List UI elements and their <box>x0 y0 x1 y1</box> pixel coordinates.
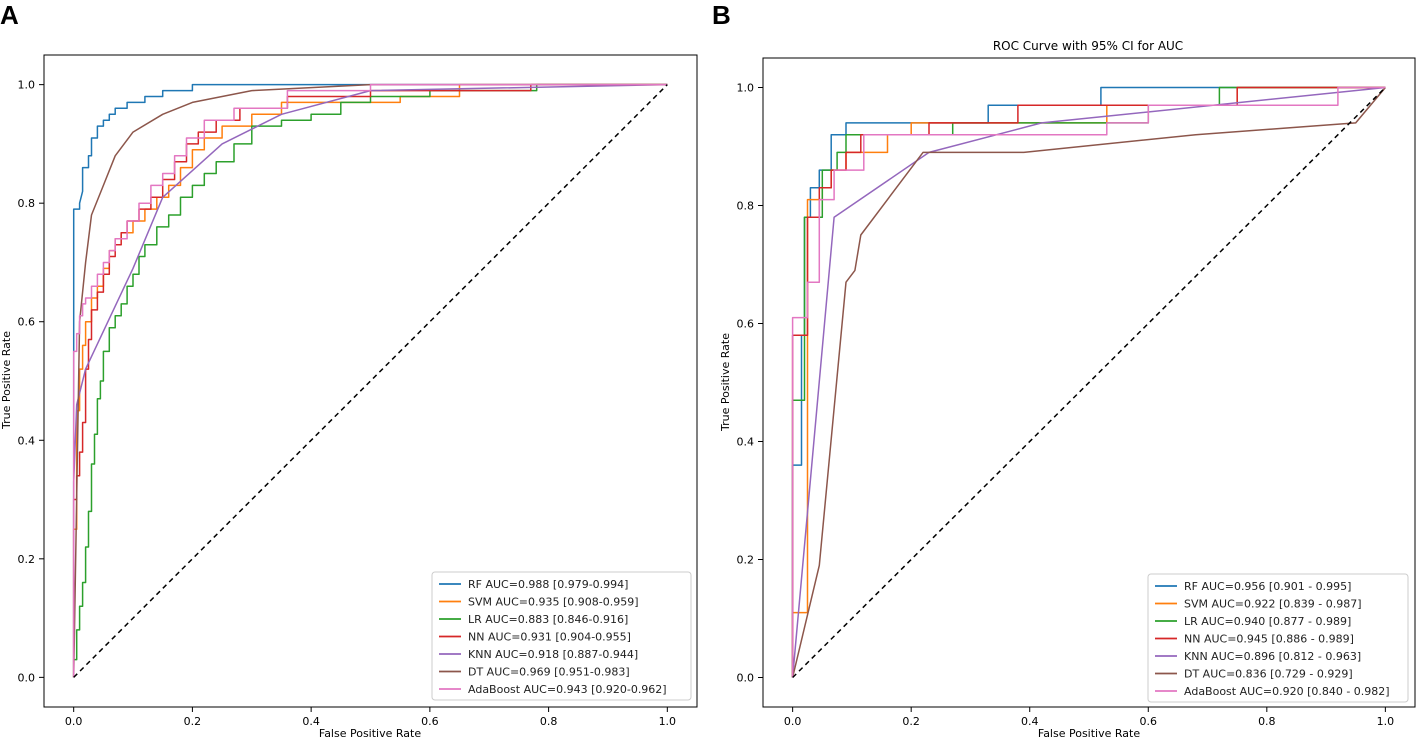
panel-b-series <box>791 86 1386 679</box>
panel-label-b: B <box>712 0 731 30</box>
y-tick-label: 0.8 <box>737 200 755 213</box>
x-tick-label: 0.6 <box>421 715 439 728</box>
y-tick-label: 0.6 <box>18 316 36 329</box>
roc-curve-knn <box>72 83 668 678</box>
x-tick-label: 0.0 <box>784 715 802 728</box>
x-tick-label: 0.0 <box>65 715 83 728</box>
panel-a-series <box>72 83 668 678</box>
legend-entry: DT AUC=0.836 [0.729 - 0.929] <box>1184 668 1353 681</box>
y-tick-label: 0.6 <box>737 318 755 331</box>
legend-entry: LR AUC=0.940 [0.877 - 0.989] <box>1184 615 1351 628</box>
panel-label-a: A <box>0 0 19 30</box>
legend-entry: NN AUC=0.931 [0.904-0.955] <box>468 631 631 644</box>
roc-curve-rf <box>72 83 668 678</box>
legend-entry: KNN AUC=0.896 [0.812 - 0.963] <box>1184 650 1361 663</box>
panel-a-legend-frame <box>431 571 692 701</box>
panel-b-title: ROC Curve with 95% CI for AUC <box>993 39 1183 53</box>
panel-a: A 0.0 0.2 0.4 0.6 0.8 1.0 0.0 0.2 0.4 0.6 0.8 1.0 F… <box>0 0 698 740</box>
x-tick-label: 0.4 <box>302 715 320 728</box>
legend-entry: AdaBoost AUC=0.920 [0.840 - 0.982] <box>1184 685 1390 698</box>
panel-b-xlabel: False Positive Rate <box>1038 727 1140 740</box>
legend-entry: SVM AUC=0.935 [0.908-0.959] <box>468 596 639 609</box>
roc-curve-nn <box>791 86 1386 678</box>
y-tick-label: 0.4 <box>18 434 36 447</box>
panel-b-legend: RF AUC=0.956 [0.901 - 0.995] SVM AUC=0.92… <box>1147 573 1409 703</box>
x-tick-label: 0.8 <box>1258 715 1276 728</box>
panel-b-ticks: 0.0 0.2 0.4 0.6 0.8 1.0 0.0 0.2 0.4 0.6 0.8 1.0 <box>737 82 1395 729</box>
roc-curve-dt <box>791 87 1386 678</box>
legend-entry: KNN AUC=0.918 [0.887-0.944] <box>468 648 638 661</box>
y-tick-label: 0.0 <box>737 672 755 685</box>
legend-entry: RF AUC=0.988 [0.979-0.994] <box>468 578 628 591</box>
roc-curve-dt <box>72 83 668 678</box>
panel-b-axes-frame <box>762 57 1416 708</box>
panel-a-ticks: 0.0 0.2 0.4 0.6 0.8 1.0 0.0 0.2 0.4 0.6 0.8 1.0 <box>18 79 677 728</box>
x-tick-label: 0.2 <box>184 715 202 728</box>
panel-a-legend: RF AUC=0.988 [0.979-0.994] SVM AUC=0.935 … <box>431 571 692 701</box>
y-tick-label: 0.4 <box>737 436 755 449</box>
y-tick-label: 1.0 <box>737 82 755 95</box>
chance-diagonal-line <box>792 86 1386 679</box>
legend-entry: LR AUC=0.883 [0.846-0.916] <box>468 613 628 626</box>
x-tick-label: 1.0 <box>1377 715 1395 728</box>
panel-b: B ROC Curve with 95% CI for AUC 0.0 0.2 0.… <box>712 0 1416 740</box>
y-tick-label: 0.2 <box>737 554 755 567</box>
x-tick-label: 1.0 <box>659 715 677 728</box>
panel-b-ylabel: True Positive Rate <box>719 333 732 432</box>
x-tick-label: 0.6 <box>1140 715 1158 728</box>
y-tick-label: 1.0 <box>18 79 36 92</box>
panel-a-xlabel: False Positive Rate <box>319 727 421 740</box>
x-tick-label: 0.4 <box>1021 715 1039 728</box>
x-tick-label: 0.2 <box>902 715 920 728</box>
panel-b-legend-frame <box>1147 573 1409 703</box>
y-tick-label: 0.2 <box>18 553 36 566</box>
y-tick-label: 0.8 <box>18 197 36 210</box>
legend-entry: NN AUC=0.945 [0.886 - 0.989] <box>1184 633 1354 646</box>
roc-curve-adaboost <box>791 86 1386 678</box>
chance-diagonal-line <box>73 84 668 678</box>
roc-curve-lr <box>72 83 668 678</box>
panel-a-ylabel: True Positive Rate <box>0 331 13 430</box>
legend-entry: DT AUC=0.969 [0.951-0.983] <box>468 666 630 679</box>
legend-entry: SVM AUC=0.922 [0.839 - 0.987] <box>1184 598 1361 611</box>
y-tick-label: 0.0 <box>18 671 36 684</box>
x-tick-label: 0.8 <box>540 715 558 728</box>
roc-curve-adaboost <box>72 83 668 678</box>
legend-entry: RF AUC=0.956 [0.901 - 0.995] <box>1184 580 1351 593</box>
panel-a-axes-frame <box>43 54 698 708</box>
legend-entry: AdaBoost AUC=0.943 [0.920-0.962] <box>468 683 667 696</box>
